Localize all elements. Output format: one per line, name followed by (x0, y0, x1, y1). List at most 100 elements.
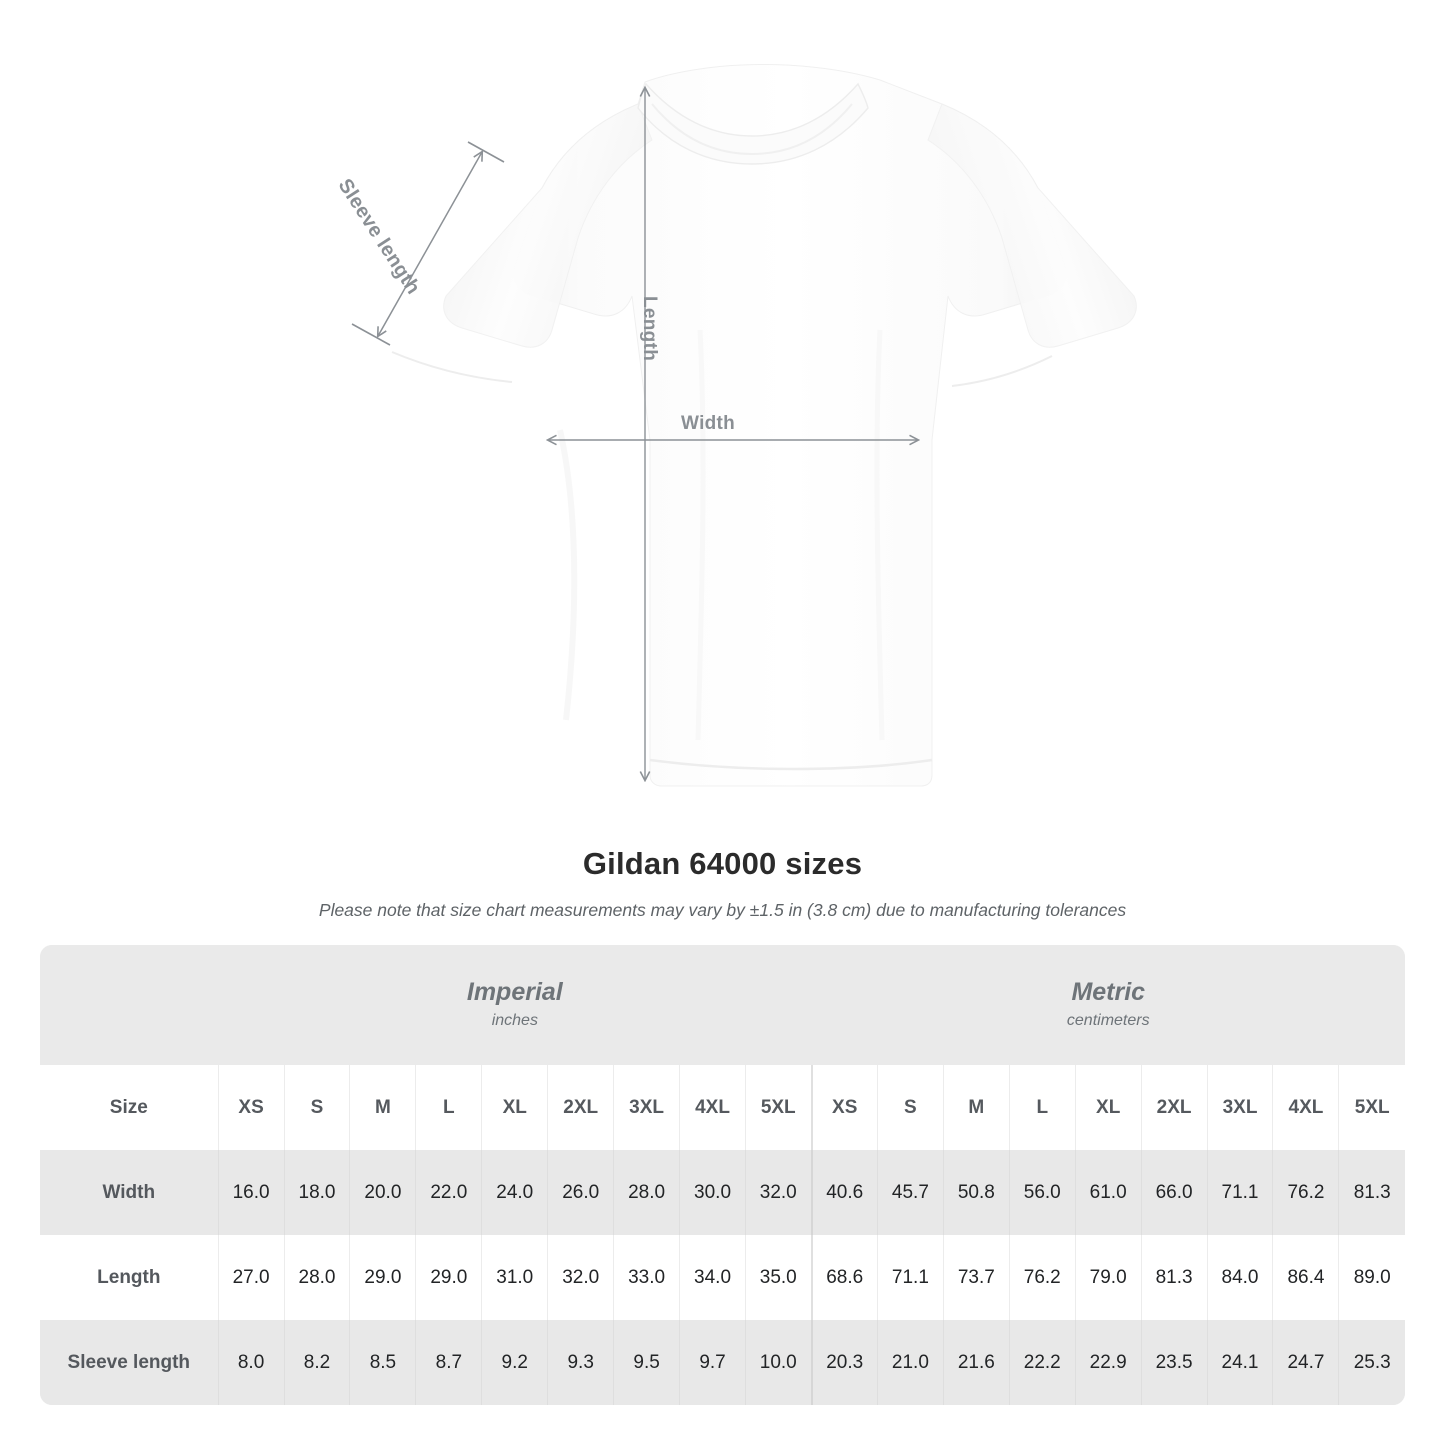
table-cell: 8.0 (217, 1320, 285, 1405)
table-cell: 33.0 (613, 1235, 680, 1320)
table-row: Width 16.0 18.0 20.0 22.0 24.0 26.0 28.0 30.0 32.… (40, 1150, 1405, 1235)
table-cell: 32.0 (547, 1235, 614, 1320)
page-title: Gildan 64000 sizes (582, 846, 863, 881)
table-cell: 25.3 (1338, 1320, 1405, 1405)
size-header-cell: 2XL (547, 1065, 614, 1150)
table-cell: 21.6 (942, 1320, 1010, 1405)
row-header-sleeve-length: Sleeve length (40, 1320, 219, 1405)
size-header-cell: XS (810, 1065, 878, 1150)
tshirt-diagram: Sleeve length Length Width (333, 64, 1137, 787)
size-header-cell: 3XL (1206, 1065, 1273, 1150)
unit-group-unit: inches (491, 1011, 538, 1029)
table-cell: 35.0 (744, 1235, 812, 1320)
table-cell: 28.0 (613, 1150, 680, 1235)
table-cell: 16.0 (217, 1150, 285, 1235)
table-cell: 20.3 (810, 1320, 878, 1405)
table-cell: 68.6 (810, 1235, 878, 1320)
table-cell: 18.0 (283, 1150, 350, 1235)
size-header-row: Size XS S M L XL 2XL 3XL 4XL 5XL XS S M L XL 2XL 3XL 4XL 5… (40, 1065, 1405, 1150)
table-cell: 56.0 (1008, 1150, 1076, 1235)
table-cell: 45.7 (876, 1150, 944, 1235)
table-cell: 71.1 (1206, 1150, 1273, 1235)
row-header-length: Length (40, 1235, 219, 1320)
table-cell: 27.0 (217, 1235, 285, 1320)
size-header-cell: XL (481, 1065, 548, 1150)
size-header-cell: 3XL (613, 1065, 680, 1150)
size-header-cell: M (349, 1065, 416, 1150)
measurement-lines (351, 88, 918, 780)
table-cell: 81.3 (1140, 1235, 1208, 1320)
width-label: Width (681, 413, 736, 434)
table-cell: 31.0 (481, 1235, 548, 1320)
table-cell: 23.5 (1140, 1320, 1208, 1405)
table-cell: 79.0 (1074, 1235, 1142, 1320)
shirt-shape (391, 64, 1137, 787)
size-header-cell: 5XL (1338, 1065, 1405, 1150)
unit-group-name: Imperial (466, 977, 563, 1006)
table-cell: 61.0 (1074, 1150, 1142, 1235)
table-cell: 8.5 (349, 1320, 416, 1405)
table-cell: 50.8 (942, 1150, 1010, 1235)
table-cell: 9.5 (613, 1320, 680, 1405)
table-cell: 10.0 (744, 1320, 812, 1405)
unit-group-unit: centimeters (1066, 1011, 1150, 1029)
table-cell: 73.7 (942, 1235, 1010, 1320)
table-cell: 30.0 (679, 1150, 746, 1235)
table-cell: 24.7 (1272, 1320, 1339, 1405)
length-label: Length (639, 296, 660, 362)
size-header-label: Size (40, 1065, 219, 1150)
table-cell: 40.6 (810, 1150, 878, 1235)
table-cell: 22.0 (415, 1150, 482, 1235)
tshirt-illustration (351, 64, 1137, 787)
size-header-cell: XL (1074, 1065, 1142, 1150)
table-cell: 9.2 (481, 1320, 548, 1405)
size-header-cell: S (283, 1065, 350, 1150)
table-cell: 66.0 (1140, 1150, 1208, 1235)
unit-banner-row: Imperial inches Metric centimeters (40, 945, 1405, 1065)
table-cell: 24.1 (1206, 1320, 1273, 1405)
size-header-cell: 4XL (679, 1065, 746, 1150)
table-cell: 71.1 (876, 1235, 944, 1320)
table-cell: 34.0 (679, 1235, 746, 1320)
table-row: Length 27.0 28.0 29.0 29.0 31.0 32.0 33.0 34.0 35… (40, 1235, 1405, 1320)
table-row: Sleeve length 8.0 8.2 8.5 8.7 9.2 9.3 9.5 9.7 10.… (40, 1320, 1405, 1405)
table-cell: 89.0 (1338, 1235, 1405, 1320)
table-cell: 24.0 (481, 1150, 548, 1235)
tolerance-note: Please note that size chart measurements… (318, 900, 1127, 920)
table-cell: 8.7 (415, 1320, 482, 1405)
size-chart-table: Imperial inches Metric centimeters Size XS S M L… (40, 945, 1405, 1405)
table-cell: 29.0 (349, 1235, 416, 1320)
table-cell: 20.0 (349, 1150, 416, 1235)
sleeve-length-arrow (378, 152, 482, 336)
table-cell: 81.3 (1338, 1150, 1405, 1235)
size-header-cell: XS (217, 1065, 285, 1150)
table-cell: 76.2 (1272, 1150, 1339, 1235)
row-header-width: Width (40, 1150, 219, 1235)
unit-banner-spacer (40, 945, 219, 1065)
size-header-cell: M (942, 1065, 1010, 1150)
size-header-cell: 5XL (744, 1065, 812, 1150)
table-cell: 8.2 (283, 1320, 350, 1405)
size-header-cell: S (876, 1065, 944, 1150)
sleeve-cap-bottom (351, 323, 391, 346)
size-header-cell: L (415, 1065, 482, 1150)
chart-heading: Gildan 64000 sizes Please note that size… (0, 830, 1445, 921)
size-chart-table-wrapper: Imperial inches Metric centimeters Size XS S M L… (40, 945, 1405, 1405)
size-header-cell: 2XL (1140, 1065, 1208, 1150)
table-cell: 22.9 (1074, 1320, 1142, 1405)
size-header-cell: 4XL (1272, 1065, 1339, 1150)
table-cell: 84.0 (1206, 1235, 1273, 1320)
table-cell: 22.2 (1008, 1320, 1076, 1405)
size-header-cell: L (1008, 1065, 1076, 1150)
sleeve-cap-top (467, 141, 505, 163)
table-cell: 28.0 (283, 1235, 350, 1320)
unit-group-metric: Metric centimeters (811, 945, 1405, 1065)
table-cell: 32.0 (744, 1150, 812, 1235)
table-cell: 29.0 (415, 1235, 482, 1320)
table-cell: 9.7 (679, 1320, 746, 1405)
table-cell: 9.3 (547, 1320, 614, 1405)
table-cell: 21.0 (876, 1320, 944, 1405)
unit-group-imperial: Imperial inches (218, 945, 812, 1065)
table-cell: 26.0 (547, 1150, 614, 1235)
table-cell: 76.2 (1008, 1235, 1076, 1320)
